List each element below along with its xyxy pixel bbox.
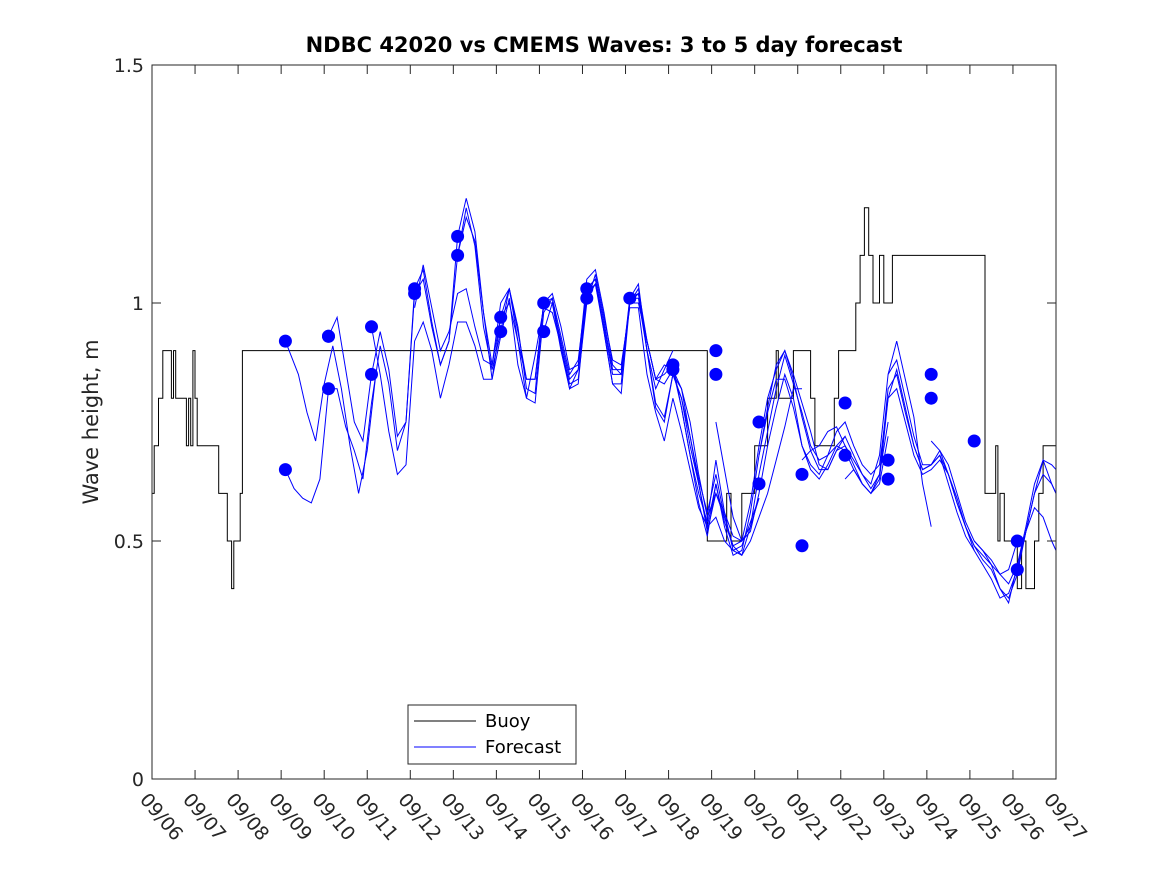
buoy-line bbox=[152, 207, 1057, 590]
forecast-marker-26 bbox=[795, 467, 809, 481]
forecast-marker-32 bbox=[924, 391, 938, 405]
forecast-run-6 bbox=[457, 215, 802, 557]
forecast-marker-30 bbox=[881, 472, 895, 486]
forecast-marker-34 bbox=[1010, 534, 1024, 548]
forecast-marker-16 bbox=[580, 282, 594, 296]
forecast-marker-23 bbox=[752, 415, 766, 429]
forecast-run-2 bbox=[284, 198, 502, 504]
forecast-run-10 bbox=[672, 374, 760, 542]
y-tick-label: 1 bbox=[132, 293, 144, 315]
chart-title: NDBC 42020 vs CMEMS Waves: 3 to 5 day fo… bbox=[306, 33, 903, 57]
forecast-marker-22 bbox=[709, 367, 723, 381]
plot-area bbox=[152, 65, 1056, 779]
forecast-marker-28 bbox=[838, 448, 852, 462]
legend: Buoy Forecast bbox=[407, 704, 577, 765]
forecast-marker-15 bbox=[537, 325, 551, 339]
axes-box bbox=[151, 64, 1057, 780]
forecast-marker-9 bbox=[408, 287, 422, 300]
forecast-run-14 bbox=[844, 373, 1057, 605]
forecast-marker-11 bbox=[451, 248, 465, 262]
forecast-marker-5 bbox=[322, 382, 335, 396]
forecast-run-16 bbox=[930, 440, 1057, 600]
y-tick-label: 0 bbox=[132, 769, 144, 791]
forecast-marker-33 bbox=[967, 434, 981, 448]
forecast-marker-14 bbox=[537, 296, 551, 310]
legend-buoy-label: Buoy bbox=[485, 711, 531, 732]
forecast-marker-24 bbox=[752, 477, 766, 491]
forecast-marker-13 bbox=[494, 325, 508, 339]
y-axis-label: Wave height, m bbox=[79, 339, 103, 504]
forecast-marker-6 bbox=[365, 320, 378, 334]
forecast-marker-1 bbox=[278, 334, 292, 348]
forecast-run-1 bbox=[284, 340, 377, 494]
forecast-marker-17 bbox=[580, 291, 594, 305]
forecast-marker-29 bbox=[881, 453, 895, 467]
forecast-marker-25 bbox=[795, 539, 809, 553]
forecast-marker-2 bbox=[278, 463, 292, 477]
forecast-marker-21 bbox=[709, 344, 723, 358]
forecast-marker-18 bbox=[623, 291, 637, 305]
legend-box bbox=[407, 704, 577, 765]
forecast-run-15 bbox=[887, 340, 932, 527]
series-layer bbox=[152, 198, 1057, 605]
forecast-marker-7 bbox=[365, 367, 378, 381]
forecast-marker-27 bbox=[838, 396, 852, 410]
y-tick-label: 0.5 bbox=[114, 531, 144, 553]
forecast-marker-20 bbox=[666, 363, 680, 377]
legend-forecast-label: Forecast bbox=[485, 737, 561, 758]
forecast-marker-35 bbox=[1010, 563, 1024, 577]
forecast-marker-12 bbox=[494, 310, 508, 324]
forecast-marker-31 bbox=[924, 367, 938, 381]
y-tick-label: 1.5 bbox=[114, 55, 144, 77]
forecast-marker-10 bbox=[451, 229, 465, 243]
forecast-marker-4 bbox=[322, 329, 335, 343]
